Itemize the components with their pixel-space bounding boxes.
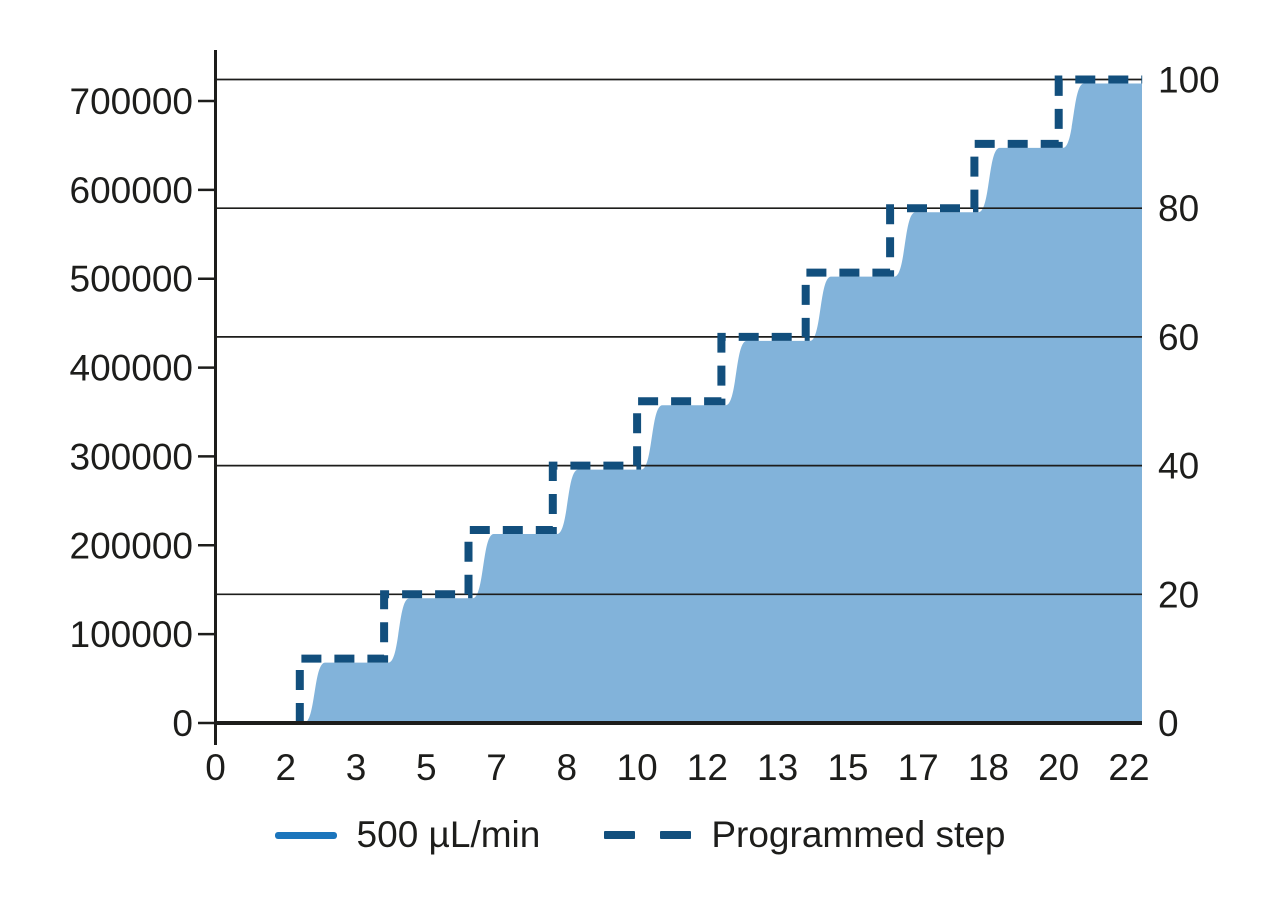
chart-legend: 500 µL/min Programmed step xyxy=(0,814,1280,856)
x-axis-tick-label: 20 xyxy=(1038,747,1079,788)
right-axis-tick-label: 100 xyxy=(1158,60,1220,101)
x-axis-tick-label: 13 xyxy=(757,747,798,788)
right-axis-tick-label: 80 xyxy=(1158,188,1199,229)
left-axis-tick-label: 400000 xyxy=(70,348,193,389)
x-axis-tick-label: 22 xyxy=(1108,747,1149,788)
left-axis-tick-label: 600000 xyxy=(70,170,193,211)
axes xyxy=(198,50,1142,745)
right-axis-tick-label: 40 xyxy=(1158,446,1199,487)
x-axis-tick-label: 2 xyxy=(275,747,296,788)
x-axis-tick-label: 15 xyxy=(827,747,868,788)
measured-area-series xyxy=(304,83,1142,723)
x-axis-tick-label: 3 xyxy=(346,747,367,788)
left-axis-tick-label: 200000 xyxy=(70,525,193,566)
left-axis-tick-label: 0 xyxy=(172,703,193,744)
x-axis-tick-label: 12 xyxy=(687,747,728,788)
programmed-step-series xyxy=(295,75,1143,723)
x-axis-tick-label: 10 xyxy=(617,747,658,788)
left-axis-tick-label: 500000 xyxy=(70,259,193,300)
left-axis-tick-label: 300000 xyxy=(70,436,193,477)
x-axis-tick-label: 18 xyxy=(968,747,1009,788)
x-axis-tick-label: 5 xyxy=(416,747,437,788)
x-axis-tick-label: 8 xyxy=(557,747,578,788)
legend-swatch-dashed-line xyxy=(604,831,692,839)
legend-label-programmed: Programmed step xyxy=(711,814,1006,855)
left-axis-tick-label: 700000 xyxy=(70,81,193,122)
x-axis-tick-label: 17 xyxy=(898,747,939,788)
legend-swatch-solid-line xyxy=(274,831,337,839)
right-axis-tick-label: 0 xyxy=(1158,703,1179,744)
legend-item-programmed: Programmed step xyxy=(604,814,1005,856)
right-axis-tick-label: 60 xyxy=(1158,317,1199,358)
gridlines xyxy=(214,78,1142,596)
x-axis-tick-label: 0 xyxy=(205,747,226,788)
axis-labels: 0100000200000300000400000500000600000700… xyxy=(70,60,1220,789)
left-axis-tick-label: 100000 xyxy=(70,614,193,655)
legend-item-measured: 500 µL/min xyxy=(274,814,541,856)
x-axis-tick-label: 7 xyxy=(486,747,507,788)
right-axis-tick-label: 20 xyxy=(1158,574,1199,615)
legend-label-measured: 500 µL/min xyxy=(356,814,541,855)
